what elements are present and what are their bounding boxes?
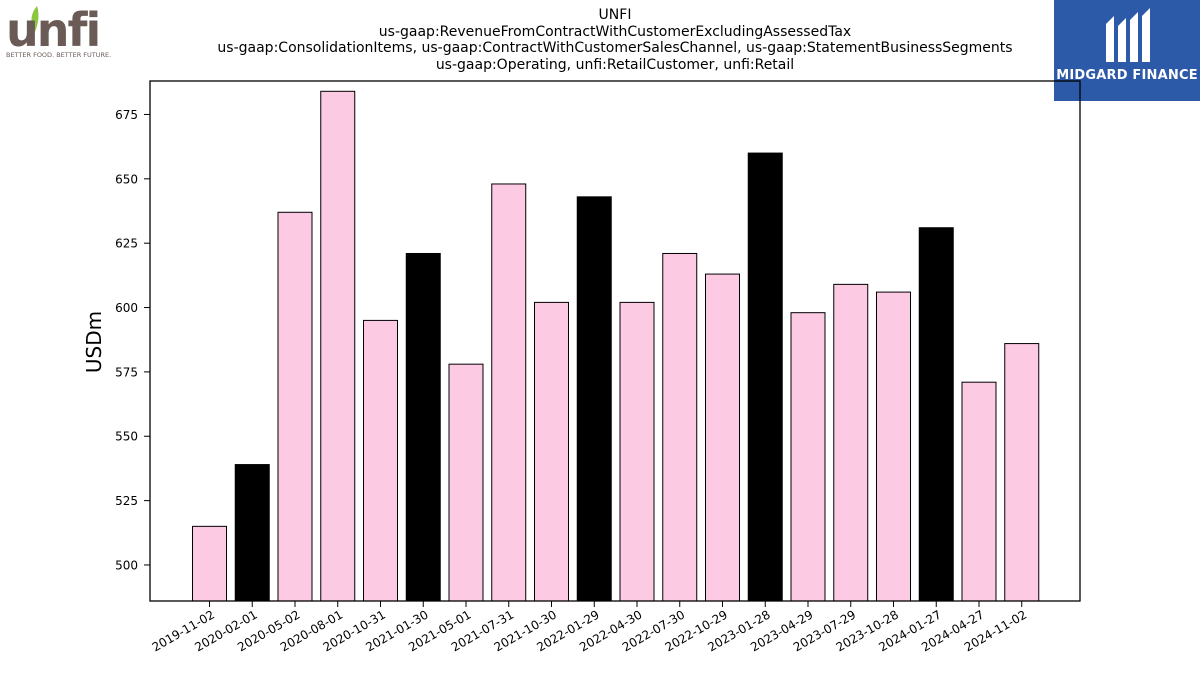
bars-group (192, 90, 1040, 602)
y-tick-label: 500 (115, 558, 138, 572)
midgard-finance-wordmark: MIDGARD FINANCE (1056, 68, 1198, 83)
y-tick-label: 575 (115, 365, 138, 379)
chart-title: UNFI us-gaap:RevenueFromContractWithCust… (150, 7, 1080, 73)
y-axis-label: USDm (82, 311, 106, 373)
unfi-wordmark: unfi (6, 4, 99, 57)
midgard-emblem-icon (1106, 8, 1150, 62)
bar-2024-01-27 (918, 227, 954, 602)
bar-2021-10-30 (534, 301, 569, 602)
y-tick-label: 550 (115, 430, 138, 444)
x-axis: 2019-11-022020-02-012020-05-022020-08-01… (150, 601, 1029, 654)
bar-2023-10-28 (876, 291, 911, 602)
bar-2021-07-31 (491, 183, 527, 602)
midgard-finance-logo: MIDGARD FINANCE (1054, 0, 1200, 101)
y-tick-label: 525 (115, 494, 138, 508)
bar-2024-04-27 (961, 381, 997, 602)
bar-2023-04-29 (790, 312, 826, 602)
y-tick-label: 650 (115, 172, 138, 186)
title-line-3: us-gaap:ConsolidationItems, us-gaap:Cont… (217, 40, 1013, 56)
bar-2021-05-01 (448, 363, 484, 602)
title-line-4: us-gaap:Operating, unfi:RetailCustomer, … (435, 56, 795, 73)
bar-2022-01-29 (576, 196, 612, 602)
bar-2022-04-30 (619, 301, 655, 602)
title-line-2: us-gaap:RevenueFromContractWithCustomerE… (378, 23, 852, 40)
bar-2022-10-29 (705, 273, 740, 602)
y-tick-label: 675 (115, 108, 138, 122)
y-axis: 500 525 550 575 600 625 650 675 (115, 108, 150, 572)
plot-frame (149, 80, 1081, 602)
bar-2022-07-30 (662, 252, 698, 602)
unfi-tagline: BETTER FOOD. BETTER FUTURE. (6, 51, 111, 59)
bar-2023-01-28 (747, 152, 783, 602)
y-tick-label: 625 (115, 237, 138, 251)
unfi-logo: unfi BETTER FOOD. BETTER FUTURE. (4, 3, 126, 60)
bar-2020-10-31 (363, 319, 398, 602)
bar-2023-07-29 (833, 283, 869, 602)
bar-2024-11-02 (1004, 343, 1040, 602)
bar-2020-05-02 (277, 211, 313, 602)
bar-2020-08-01 (320, 90, 356, 602)
bar-2020-02-01 (234, 464, 270, 602)
bar-2019-11-02 (192, 525, 227, 602)
title-line-1: UNFI (598, 7, 632, 23)
bar-2021-01-30 (405, 252, 441, 602)
y-tick-label: 600 (115, 301, 138, 315)
unfi-leaf-icon (31, 6, 39, 32)
